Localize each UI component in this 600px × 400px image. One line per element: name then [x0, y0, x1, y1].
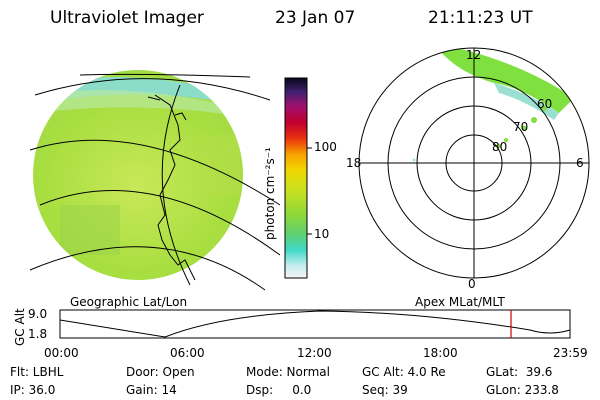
gcalt-info: GC Alt: 4.0 Re: [362, 365, 446, 379]
mlat-label-80: 80: [492, 140, 508, 154]
altitude-ytick-max: 9.0: [28, 307, 48, 321]
polar-label: Apex MLat/MLT: [415, 295, 505, 309]
lat-line: [34, 78, 271, 101]
glat-info: GLat: 39.6: [486, 365, 553, 379]
mlat-label-60: 60: [537, 97, 553, 111]
mlt-label-0: 0: [468, 277, 476, 291]
xtick-0600: 06:00: [170, 346, 205, 360]
colorbar: [284, 77, 312, 279]
instrument-title: Ultraviolet Imager: [50, 8, 204, 28]
glon-info: GLon: 233.8: [486, 383, 559, 397]
mlat-label-70: 70: [513, 120, 529, 134]
mlt-label-18: 18: [346, 156, 362, 170]
xtick-1800: 18:00: [423, 346, 458, 360]
seq-info: Seq: 39: [362, 383, 408, 397]
geographic-label: Geographic Lat/Lon: [70, 295, 188, 309]
door-info: Door: Open: [126, 365, 195, 379]
filter-info: Flt: LBHL: [10, 365, 64, 379]
altitude-curve: [59, 310, 571, 338]
lat-line: [29, 139, 281, 206]
geographic-image: [29, 70, 281, 291]
xtick-0000: 00:00: [44, 346, 79, 360]
altitude-ylabel: GC Alt: [13, 308, 27, 346]
mlt-label-6: 6: [576, 156, 584, 170]
mlt-label-12: 12: [466, 48, 482, 62]
image-date: 23 Jan 07: [275, 8, 356, 28]
dsp-info: Dsp: 0.0: [246, 383, 312, 397]
mode-info: Mode: Normal: [246, 365, 330, 379]
image-time: 21:11:23 UT: [428, 8, 533, 28]
coastline: [147, 94, 196, 281]
xtick-1200: 12:00: [297, 346, 332, 360]
ip-info: IP: 36.0: [10, 383, 56, 397]
colorbar-tick-10: 10: [314, 227, 330, 241]
xtick-2359: 23:59: [553, 346, 588, 360]
altitude-plot: [59, 309, 571, 339]
polar-plot: [358, 47, 590, 279]
gain-info: Gain: 14: [126, 383, 177, 397]
altitude-ytick-min: 1.8: [28, 327, 48, 341]
lat-line: [29, 246, 266, 291]
colorbar-tick-100: 100: [314, 140, 337, 154]
lat-line: [39, 190, 281, 256]
lon-line: [79, 73, 251, 78]
colorbar-label: photon cm⁻²s⁻¹: [263, 147, 277, 240]
